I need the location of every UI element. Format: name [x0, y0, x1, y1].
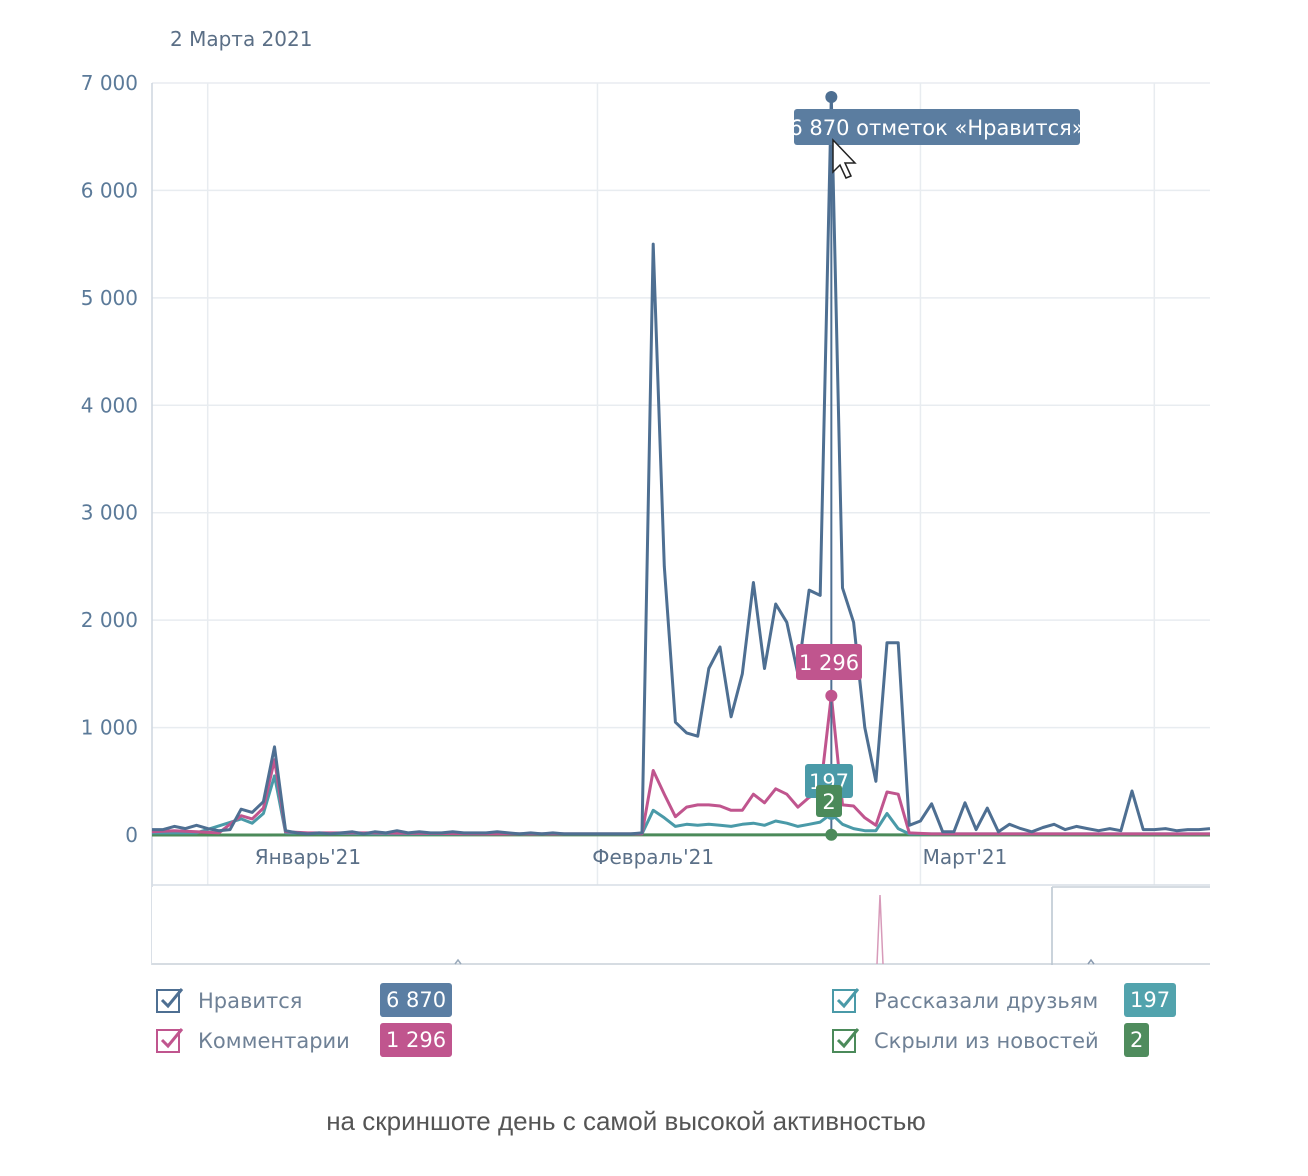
y-tick-label: 6 000	[81, 178, 138, 202]
y-tick-label: 5 000	[81, 286, 138, 310]
legend-label: Нравится	[198, 989, 303, 1013]
tooltip-text: 2	[822, 790, 835, 814]
legend-label: Скрыли из новостей	[874, 1029, 1099, 1053]
tooltip-hidden: 2	[816, 785, 842, 817]
date-header: 2 Марта 2021	[170, 27, 313, 51]
navigator-blip	[1087, 958, 1095, 965]
navigator-peak	[876, 894, 884, 965]
x-tick-label: Февраль'21	[592, 845, 714, 869]
tooltip-box	[794, 109, 1080, 145]
tooltip-comments: 1 296	[796, 644, 862, 680]
point-marker-likes	[825, 90, 838, 103]
activity-chart[interactable]: 0 1 000 2 000 3 000 4 000 5 000 6 000 7 000 Янв…	[0, 0, 1308, 980]
tooltip-box	[816, 785, 842, 817]
navigator-area	[152, 887, 1210, 965]
legend-badge-shares: 197	[1124, 983, 1177, 1017]
checkbox-checked-icon[interactable]	[832, 988, 860, 1013]
mouse-cursor-icon	[832, 138, 857, 179]
x-tick-label: Март'21	[923, 845, 1008, 869]
checkbox-checked-icon[interactable]	[156, 1028, 184, 1053]
series-line-comments	[151, 694, 1210, 836]
legend-badge-likes: 6 870	[380, 983, 453, 1017]
tooltip-box	[796, 644, 862, 680]
legend-item-likes[interactable]: Нравится	[156, 983, 302, 1019]
tooltip-likes: 6 870 отметок «Нравится»	[789, 109, 1085, 145]
y-tick-label: 0	[125, 823, 138, 847]
plot-area	[152, 83, 1210, 835]
legend-label: Комментарии	[198, 1029, 350, 1053]
legend-badge-hidden: 2	[1124, 1023, 1150, 1057]
point-marker-comments	[825, 689, 838, 702]
y-tick-label: 3 000	[81, 501, 138, 525]
checkbox-checked-icon[interactable]	[832, 1028, 860, 1053]
point-marker-hidden	[825, 828, 838, 841]
x-tick-label: Январь'21	[255, 845, 361, 869]
y-tick-label: 4 000	[81, 393, 138, 417]
tooltip-text: 6 870 отметок «Нравится»	[789, 116, 1084, 140]
navigator-blip	[454, 958, 462, 965]
legend-badge-comments: 1 296	[380, 1023, 453, 1057]
checkbox-checked-icon[interactable]	[156, 988, 184, 1013]
caption: на скриншоте день с самой высокой активн…	[326, 1106, 926, 1136]
tooltip-text: 1 296	[799, 651, 859, 675]
series-line-likes	[152, 95, 1211, 836]
legend-item-shares[interactable]: Рассказали друзьям	[832, 983, 1098, 1019]
y-tick-label: 7 000	[81, 71, 138, 95]
legend-label: Рассказали друзьям	[874, 989, 1099, 1013]
y-tick-label: 1 000	[81, 716, 138, 740]
legend-item-hidden[interactable]: Скрыли из новостей	[832, 1023, 1099, 1059]
legend-item-comments[interactable]: Комментарии	[156, 1023, 350, 1059]
y-tick-label: 2 000	[81, 608, 138, 632]
